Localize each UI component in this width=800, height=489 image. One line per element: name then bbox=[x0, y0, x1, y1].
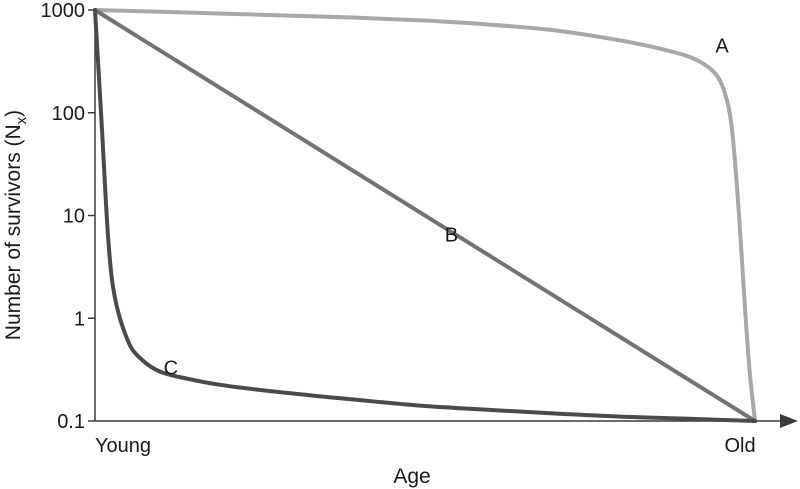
y-tick-label: 0.1 bbox=[57, 411, 85, 433]
x-ticks: Young Old bbox=[95, 435, 756, 457]
y-tick-label: 100 bbox=[52, 103, 85, 125]
y-tick-label: 1000 bbox=[41, 0, 86, 22]
x-axis-arrowhead bbox=[780, 414, 798, 428]
x-tick-label: Young bbox=[95, 435, 151, 457]
y-tick-label: 1 bbox=[74, 308, 85, 330]
curve-labels: A B C bbox=[164, 36, 730, 380]
y-tick-label: 10 bbox=[63, 206, 85, 228]
y-axis-title-main: Number of survivors (N bbox=[2, 124, 25, 340]
series-line-c bbox=[93, 8, 757, 423]
y-axis-title-close: ) bbox=[2, 110, 25, 117]
y-axis-title: Number of survivors (Nx) bbox=[2, 110, 30, 340]
y-axis-title-subscript: x bbox=[13, 116, 30, 124]
curve-label-a: A bbox=[715, 36, 729, 58]
x-axis-title: Age bbox=[393, 465, 430, 488]
x-tick-label: Old bbox=[724, 435, 755, 457]
series-line-a bbox=[93, 8, 757, 423]
curve-label-b: B bbox=[445, 225, 458, 247]
curve-label-c: C bbox=[164, 358, 178, 380]
series-lines bbox=[93, 8, 757, 423]
axes bbox=[94, 8, 798, 428]
y-ticks: 0.1 1 10 100 1000 bbox=[41, 0, 95, 433]
series-line-b bbox=[93, 8, 757, 423]
